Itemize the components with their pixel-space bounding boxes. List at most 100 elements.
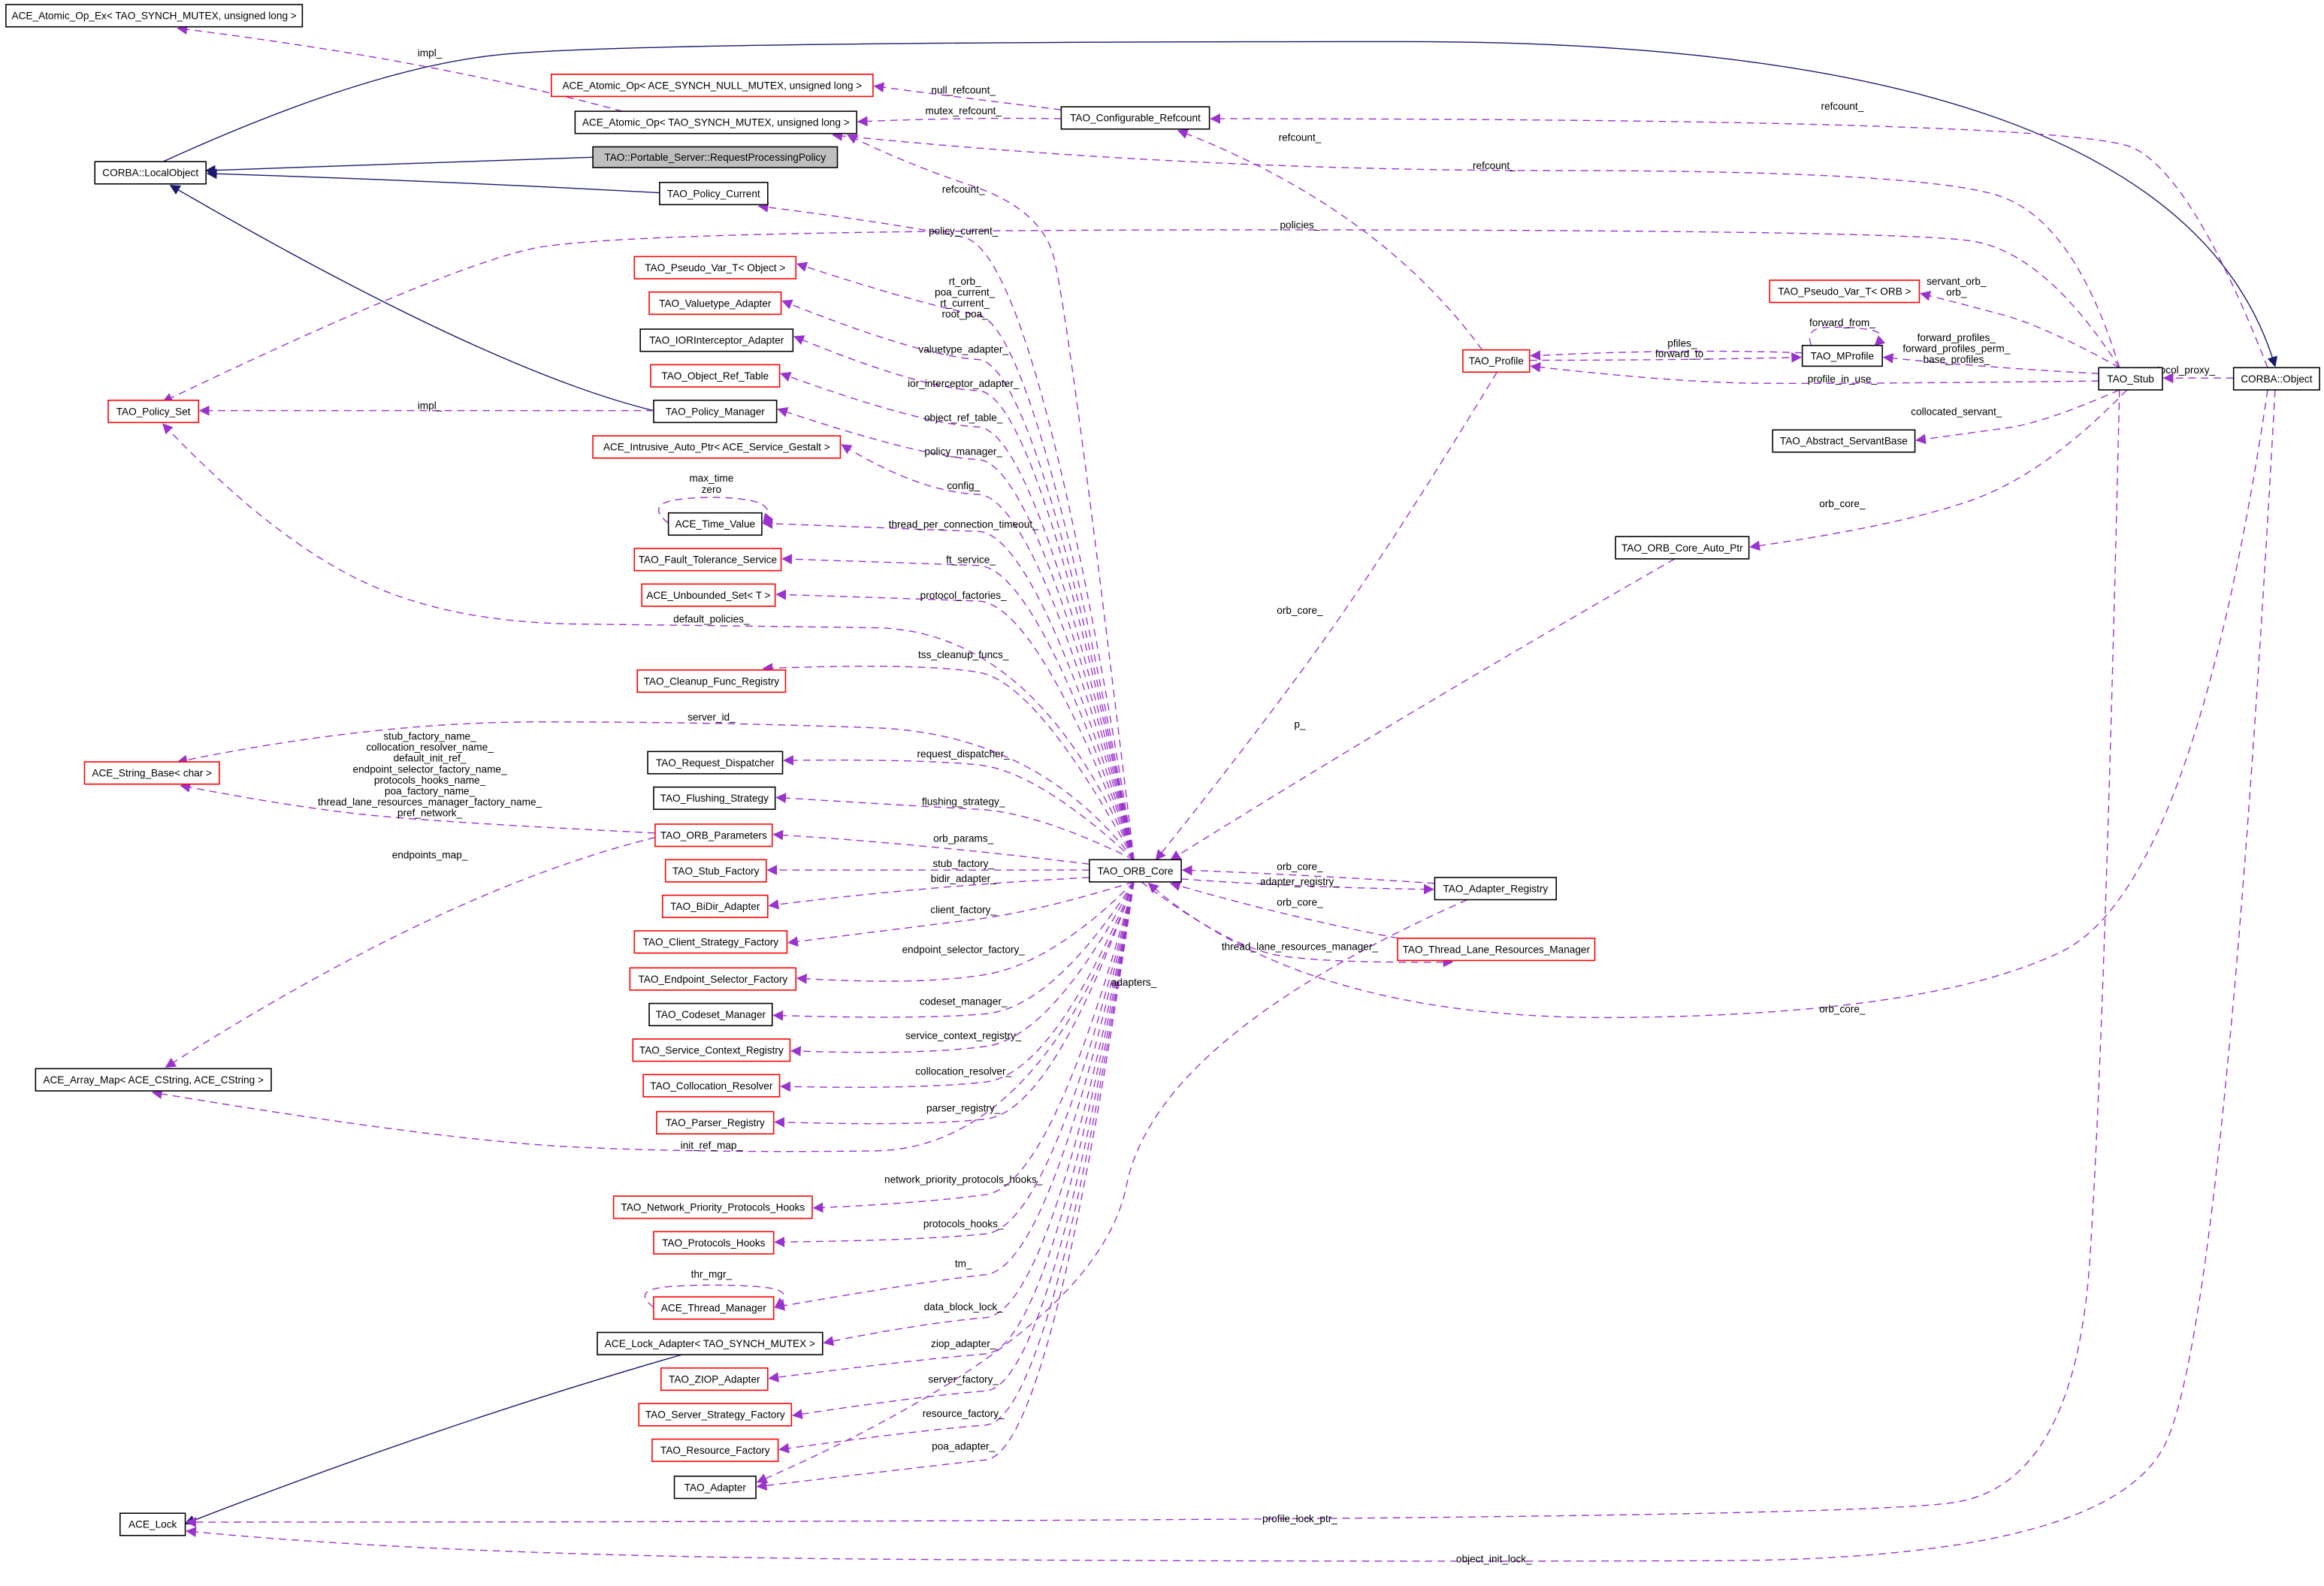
class-node-rpp[interactable]: TAO::Portable_Server::RequestProcessingP…	[592, 146, 839, 168]
edge-label: valuetype_adapter_	[918, 344, 1008, 355]
edge-label: client_factory_	[930, 904, 996, 915]
class-node-intrusive[interactable]: ACE_Intrusive_Auto_Ptr< ACE_Service_Gest…	[592, 435, 842, 459]
class-node-thread_mgr[interactable]: ACE_Thread_Manager	[653, 1296, 775, 1320]
class-node-net_prio[interactable]: TAO_Network_Priority_Protocols_Hooks	[612, 1195, 813, 1219]
edge-label: base_profiles_	[1924, 354, 1990, 365]
class-node-objref[interactable]: TAO_Object_Ref_Table	[650, 364, 781, 388]
class-node-orb_core[interactable]: TAO_ORB_Core	[1089, 859, 1182, 883]
usage-edge-orb_core-to-ziop	[768, 881, 1135, 1382]
usage-edge-tlrm-to-orb_core	[1170, 881, 1423, 944]
usage-edge-stub-to-mprofile	[1882, 352, 2099, 374]
class-node-pseudo_orb[interactable]: TAO_Pseudo_Var_T< ORB >	[1769, 279, 1921, 304]
usage-edge-time_value-to-time_value	[657, 497, 773, 524]
class-node-cleanup[interactable]: TAO_Cleanup_Func_Registry	[636, 669, 787, 693]
class-node-req_disp[interactable]: TAO_Request_Dispatcher	[647, 751, 784, 775]
class-node-valuetype[interactable]: TAO_Valuetype_Adapter	[648, 291, 782, 316]
class-name: ACE_Atomic_Op< ACE_SYNCH_NULL_MUTEX, uns…	[562, 80, 862, 91]
class-name: TAO_Flushing_Strategy	[660, 793, 769, 804]
class-node-svc_ctx[interactable]: TAO_Service_Context_Registry	[632, 1038, 791, 1062]
edge-label: stub_factory_name_	[383, 730, 476, 742]
usage-edge-orb_core-to-time_value	[762, 518, 1135, 860]
edge-label: protocols_hooks_	[923, 1218, 1004, 1229]
class-node-servant_base[interactable]: TAO_Abstract_ServantBase	[1772, 429, 1916, 453]
class-box	[2232, 367, 2320, 391]
class-node-parser[interactable]: TAO_Parser_Registry	[656, 1110, 775, 1134]
class-node-client_strat[interactable]: TAO_Client_Strategy_Factory	[633, 930, 788, 954]
usage-edge-orb_core-to-ft	[781, 554, 1135, 860]
class-box	[1615, 536, 1750, 560]
class-node-adapter_reg[interactable]: TAO_Adapter_Registry	[1434, 877, 1557, 901]
edge-label: service_context_registry_	[905, 1030, 1022, 1041]
edge-label: orb_params_	[933, 833, 994, 844]
class-node-atomic_op[interactable]: ACE_Atomic_Op< TAO_SYNCH_MUTEX, unsigned…	[574, 110, 857, 134]
class-box	[642, 1074, 781, 1098]
class-box	[650, 364, 781, 388]
class-node-endpoint_sel[interactable]: TAO_Endpoint_Selector_Factory	[629, 967, 797, 991]
class-node-orb_core_auto[interactable]: TAO_ORB_Core_Auto_Ptr	[1615, 536, 1750, 560]
class-node-ior[interactable]: TAO_IORInterceptor_Adapter	[639, 328, 794, 352]
class-node-string_base[interactable]: ACE_String_Base< char >	[83, 761, 220, 785]
class-node-stub[interactable]: TAO_Stub	[2098, 367, 2163, 391]
class-node-flushing[interactable]: TAO_Flushing_Strategy	[653, 786, 776, 810]
usage-edge-adapter_reg-to-orb_core	[1181, 865, 1435, 884]
class-box	[1772, 429, 1916, 453]
usage-edge-orb_core-to-policy_current	[757, 202, 1135, 860]
class-box	[659, 182, 769, 206]
class-name: TAO_Abstract_ServantBase	[1780, 436, 1908, 447]
class-node-policy_set[interactable]: TAO_Policy_Set	[107, 399, 200, 424]
class-node-colloc[interactable]: TAO_Collocation_Resolver	[642, 1074, 781, 1098]
class-node-policy_manager[interactable]: TAO_Policy_Manager	[653, 399, 778, 424]
inheritance-edge-rpp-to-local_object	[204, 156, 594, 176]
class-node-unbounded[interactable]: ACE_Unbounded_Set< T >	[641, 583, 776, 607]
usage-edge-orb_core-to-orb_params	[772, 829, 1089, 865]
edge-label: collocation_resolver_name_	[366, 742, 494, 753]
class-node-lock_adapter[interactable]: ACE_Lock_Adapter< TAO_SYNCH_MUTEX >	[597, 1331, 824, 1355]
class-box	[660, 1367, 769, 1391]
class-node-ace_lock[interactable]: ACE_Lock	[119, 1512, 186, 1536]
class-name: TAO_Fault_Tolerance_Service	[639, 554, 777, 566]
usage-edge-stub-to-servant_base	[1915, 389, 2120, 445]
class-node-atomic_op_ex[interactable]: ACE_Atomic_Op_Ex< TAO_SYNCH_MUTEX, unsig…	[5, 4, 304, 28]
class-node-codeset[interactable]: TAO_Codeset_Manager	[648, 1002, 773, 1026]
class-node-ziop[interactable]: TAO_ZIOP_Adapter	[660, 1367, 769, 1391]
class-node-orb_params[interactable]: TAO_ORB_Parameters	[654, 823, 773, 847]
class-name: ACE_Thread_Manager	[661, 1303, 766, 1314]
class-name: TAO_Policy_Set	[116, 406, 191, 417]
edge-label: orb_core_	[1819, 1003, 1866, 1014]
usage-edge-profile-to-orb_core	[1155, 371, 1497, 861]
class-node-atomic_op_null[interactable]: ACE_Atomic_Op< ACE_SYNCH_NULL_MUTEX, uns…	[551, 74, 874, 98]
usage-edge-orb_core-to-policy_manager	[777, 407, 1135, 860]
edge-label: orb_core_	[1819, 498, 1866, 509]
class-node-corba_object[interactable]: CORBA::Object	[2232, 367, 2320, 391]
edge-label: forward_profiles_	[1918, 332, 1996, 343]
class-name: TAO_ZIOP_Adapter	[669, 1373, 760, 1385]
class-node-time_value[interactable]: ACE_Time_Value	[667, 512, 763, 536]
class-node-bidir[interactable]: TAO_BiDir_Adapter	[661, 894, 769, 918]
class-node-proto_hooks[interactable]: TAO_Protocols_Hooks	[653, 1231, 775, 1255]
usage-edge-corba_object-to-ace_lock	[186, 389, 2276, 1562]
class-node-policy_current[interactable]: TAO_Policy_Current	[659, 182, 769, 206]
class-node-stub_factory[interactable]: TAO_Stub_Factory	[664, 859, 767, 883]
edge-label: null_refcount_	[931, 84, 996, 95]
class-node-local_object[interactable]: CORBA::LocalObject	[94, 161, 207, 185]
class-node-pseudo_obj[interactable]: TAO_Pseudo_Var_T< Object >	[633, 255, 797, 279]
class-node-tlrm[interactable]: TAO_Thread_Lane_Resources_Manager	[1397, 938, 1596, 962]
edge-label: collocated_servant_	[1911, 406, 2002, 417]
usage-edge-orb_core-to-client_strat	[787, 881, 1135, 947]
class-node-mprofile[interactable]: TAO_MProfile	[1801, 344, 1883, 367]
class-box	[656, 1110, 775, 1134]
class-node-config_refcount[interactable]: TAO_Configurable_Refcount	[1060, 106, 1210, 130]
class-name: TAO_Pseudo_Var_T< Object >	[645, 262, 785, 273]
edge-label: orb_core_	[1277, 861, 1323, 872]
class-node-array_map[interactable]: ACE_Array_Map< ACE_CString, ACE_CString …	[35, 1068, 272, 1092]
class-name: TAO_MProfile	[1811, 350, 1874, 361]
class-node-adapter[interactable]: TAO_Adapter	[673, 1476, 757, 1500]
class-node-profile[interactable]: TAO_Profile	[1462, 349, 1531, 373]
usage-edge-orb_params-to-array_map	[165, 837, 656, 1068]
class-name: TAO_ORB_Core	[1097, 866, 1173, 877]
class-node-ft[interactable]: TAO_Fault_Tolerance_Service	[633, 548, 782, 572]
edge-label: bidir_adapter_	[931, 873, 996, 884]
class-name: TAO_Profile	[1469, 355, 1524, 367]
class-node-server_strat[interactable]: TAO_Server_Strategy_Factory	[638, 1403, 793, 1427]
class-node-resource[interactable]: TAO_Resource_Factory	[651, 1438, 779, 1462]
